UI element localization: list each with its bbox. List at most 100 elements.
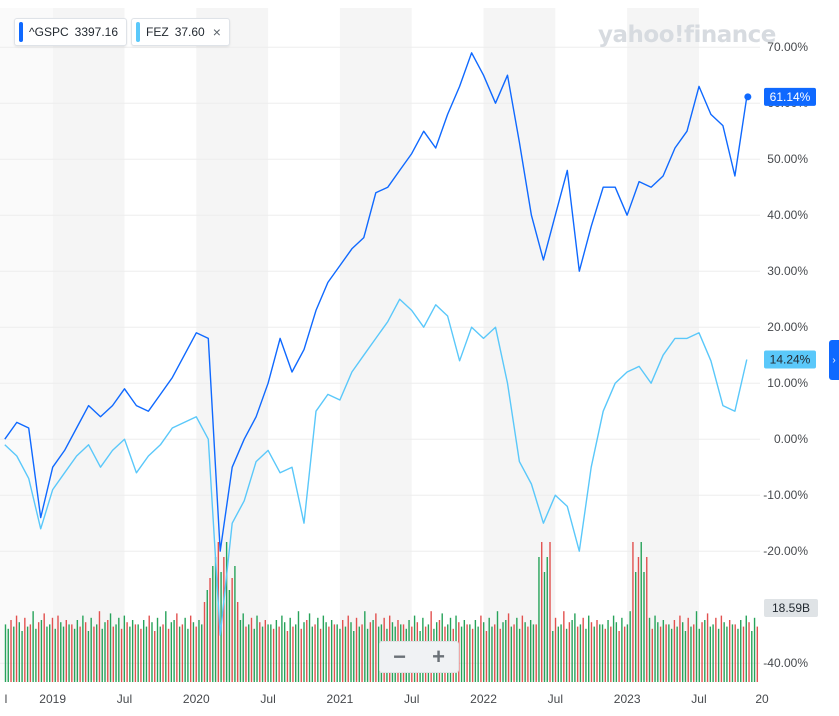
volume-bar: [101, 628, 103, 682]
volume-bar: [654, 615, 656, 682]
volume-bar: [306, 620, 308, 682]
last-value-label: 14.24%: [770, 352, 811, 366]
volume-bar: [640, 542, 642, 682]
volume-bar: [563, 611, 565, 682]
volume-bar: [234, 566, 236, 682]
volume-bar: [524, 622, 526, 682]
volume-bar: [557, 626, 560, 682]
volume-bar: [651, 628, 653, 682]
volume-bar: [319, 628, 322, 682]
volume-bar: [751, 631, 753, 682]
volume-bar: [742, 626, 745, 682]
volume-bar: [568, 622, 571, 682]
volume-bar: [231, 578, 233, 682]
volume-bar: [590, 622, 593, 682]
volume-bar: [29, 624, 32, 682]
volume-bar: [679, 615, 681, 682]
y-tick-label: 40.00%: [767, 208, 808, 222]
volume-bar: [96, 624, 98, 682]
volume-bar: [107, 620, 109, 682]
y-tick-label: -40.00%: [763, 656, 808, 670]
volume-bar: [687, 617, 689, 682]
volume-bar: [353, 631, 355, 682]
volume-bar: [154, 631, 156, 682]
volume-bar: [71, 624, 73, 682]
volume-bar: [460, 626, 463, 682]
volume-bar: [364, 611, 366, 682]
volume-bar: [693, 624, 695, 682]
volume-bar: [659, 626, 662, 682]
band: [0, 8, 53, 680]
volume-bar: [546, 557, 548, 682]
volume-bar: [554, 617, 557, 682]
volume-bar: [46, 626, 48, 682]
x-tick-label: Jul: [260, 692, 275, 706]
x-axis-labels: l 2019 Jul 2020 Jul 2021 Jul 2022 Jul 2023 Jul 20: [5, 692, 769, 706]
volume-bar: [366, 628, 369, 682]
zoom-in-button[interactable]: +: [432, 644, 445, 669]
zoom-out-button[interactable]: −: [393, 644, 406, 669]
fez-color-marker: [136, 22, 141, 42]
y-tick-label: -10.00%: [763, 488, 808, 502]
legend-chip-gspc[interactable]: ^GSPC 3397.16: [14, 18, 128, 46]
volume-bar: [576, 626, 579, 682]
volume-bar: [308, 613, 311, 682]
volume-bar: [753, 617, 756, 682]
last-value-badge: [764, 350, 816, 369]
volume-bar: [286, 631, 289, 682]
legend-value: 37.60: [174, 25, 205, 39]
chevron-right-icon: ›: [832, 354, 836, 366]
volume-bar: [618, 631, 620, 682]
volume-bar: [369, 622, 372, 682]
volume-bar: [505, 620, 507, 682]
legend-chip-fez[interactable]: FEZ 37.60 ×: [131, 18, 230, 46]
volume-bar: [201, 624, 203, 682]
volume-bar: [737, 628, 739, 682]
volume-bar: [13, 626, 15, 682]
volume-bar: [510, 626, 513, 682]
volume-label: 18.59B: [772, 601, 810, 615]
volume-bar: [18, 622, 21, 682]
volume-bar: [662, 620, 665, 682]
volume-bar: [225, 542, 228, 682]
volume-bar: [129, 626, 131, 682]
series-line-gspc: [4, 52, 748, 552]
volume-bar: [350, 622, 352, 682]
volume-bar: [259, 622, 261, 682]
volume-bar: [159, 626, 161, 682]
volume-bar: [684, 631, 687, 682]
volume-bar: [73, 628, 76, 682]
volume-bar: [626, 624, 629, 682]
band: [339, 8, 412, 680]
volume-bar: [621, 617, 623, 682]
volume-bar: [634, 572, 637, 682]
volume-bar: [278, 626, 280, 682]
volume-bar: [336, 624, 338, 682]
volume-bar: [184, 617, 186, 682]
volume-bar: [140, 628, 142, 682]
volume-bar: [637, 557, 640, 682]
volume-bar: [604, 628, 606, 682]
expand-panel-button[interactable]: ›: [829, 340, 839, 380]
x-tick-label: 20: [755, 692, 769, 706]
legend-symbol: FEZ: [146, 25, 169, 39]
volume-bars: [4, 542, 759, 682]
volume-bar: [206, 590, 208, 682]
x-tick-label: 2022: [470, 692, 497, 706]
volume-bar: [518, 628, 521, 682]
volume-bar: [676, 626, 678, 682]
volume-bar: [131, 620, 134, 682]
volume-bar: [54, 628, 56, 682]
close-icon[interactable]: ×: [212, 24, 221, 40]
volume-bar: [134, 624, 137, 682]
volume-bar: [151, 622, 153, 682]
volume-bar: [355, 617, 358, 682]
volume-bar: [40, 620, 43, 682]
volume-bar: [701, 622, 703, 682]
volume-bar: [571, 620, 573, 682]
volume-bar: [57, 615, 59, 682]
volume-bar: [60, 622, 62, 682]
volume-bar: [68, 624, 70, 682]
